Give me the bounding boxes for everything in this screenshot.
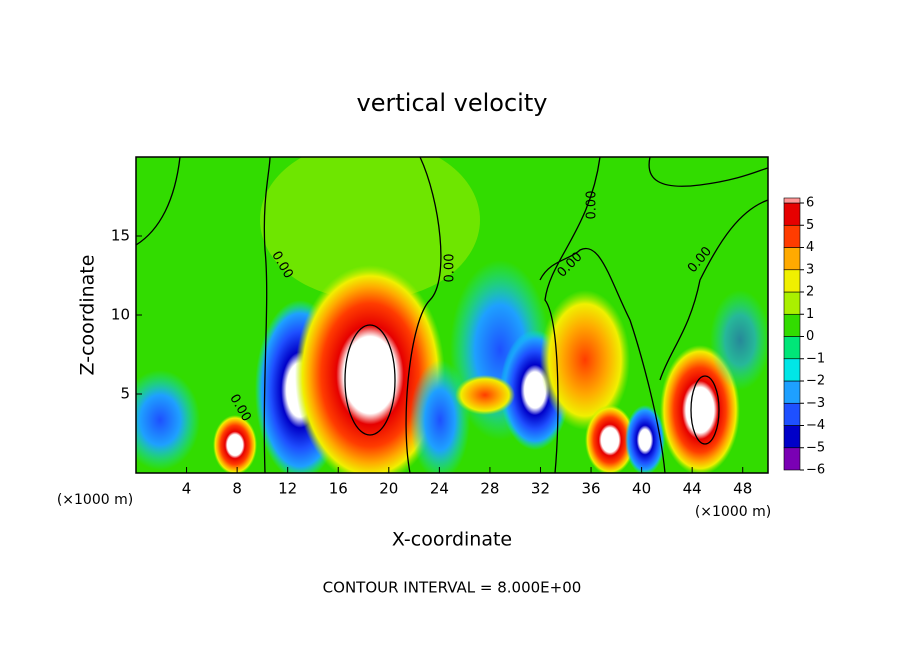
colorbar-tick-label: −3: [806, 396, 825, 411]
colorbar-box: [783, 380, 801, 404]
x-tick-label: 44: [683, 480, 702, 498]
colorbar-tick-label: −4: [806, 418, 825, 433]
colorbar-box: [783, 402, 801, 426]
field-blob: [585, 405, 635, 473]
colorbar-box: [783, 247, 801, 271]
colorbar-tick-label: −5: [806, 440, 825, 455]
y-tick-label: 15: [111, 227, 130, 245]
colorbar-tick-label: 5: [806, 218, 814, 233]
chart-title: vertical velocity: [357, 89, 548, 117]
colorbar-box: [783, 291, 801, 315]
x-tick-label: 8: [232, 480, 242, 498]
colorbar-box: [783, 313, 801, 337]
colorbar-tick-label: 4: [806, 240, 814, 255]
y-tick-label: 10: [111, 306, 130, 324]
contour-label: 0.00: [443, 254, 458, 283]
colorbar-tick-label: 0: [806, 329, 814, 344]
field: [136, 157, 768, 473]
colorbar-tick-label: 2: [806, 285, 814, 300]
colorbar-tick-label: −6: [806, 463, 825, 478]
colorbar-tick-label: 1: [806, 307, 814, 322]
colorbar-box: [783, 447, 801, 471]
x-tick-label: 48: [733, 480, 752, 498]
x-tick-label: 4: [182, 480, 192, 498]
x-axis-label: X-coordinate: [392, 529, 512, 551]
field-blob: [455, 375, 515, 415]
colorbar-tick-label: 6: [806, 196, 814, 211]
colorbar-box: [783, 224, 801, 248]
x-tick-label: 16: [329, 480, 348, 498]
colorbar-box: [783, 358, 801, 382]
colorbar-box: [783, 202, 801, 226]
x-tick-label: 24: [430, 480, 449, 498]
x-tick-label: 20: [379, 480, 398, 498]
x-unit-label: (×1000 m): [695, 504, 771, 520]
y-tick-label: 5: [120, 385, 130, 403]
y-axis-label: Z-coordinate: [77, 255, 99, 376]
x-tick-label: 36: [581, 480, 600, 498]
colorbar-tick-label: −2: [806, 374, 825, 389]
x-tick-label: 28: [480, 480, 499, 498]
x-tick-label: 12: [278, 480, 297, 498]
field-blob: [260, 157, 480, 300]
x-tick-label: 32: [531, 480, 550, 498]
colorbar-box: [783, 336, 801, 360]
colorbar-box: [783, 425, 801, 449]
field-blob: [540, 290, 630, 430]
footnote: CONTOUR INTERVAL = 8.000E+00: [323, 579, 582, 597]
contour-label: 0.00: [585, 191, 600, 220]
field-blob: [295, 265, 445, 473]
colorbar-tick-label: 3: [806, 262, 814, 277]
field-blob: [136, 370, 200, 470]
field-blob: [213, 415, 257, 473]
colorbar-tick-label: −1: [806, 351, 825, 366]
field-blob: [625, 405, 665, 473]
colorbar-cap: [783, 197, 801, 204]
contour-lines: [136, 157, 768, 473]
colorbar-box: [783, 269, 801, 293]
x-tick-label: 40: [632, 480, 651, 498]
x-unit-label: (×1000 m): [57, 492, 133, 508]
field-blob: [710, 290, 768, 390]
